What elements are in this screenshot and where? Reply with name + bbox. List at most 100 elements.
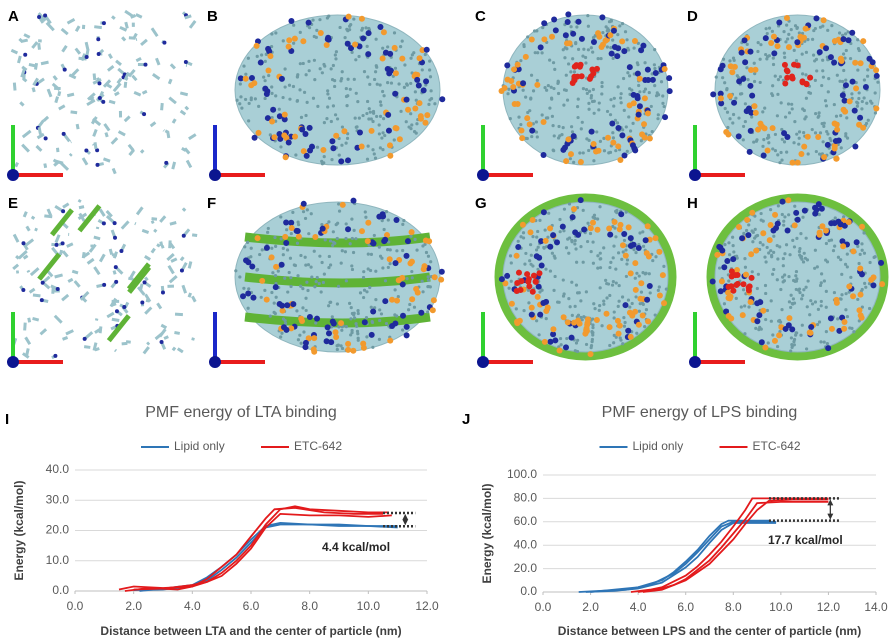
head-group (645, 77, 652, 84)
lipid-bead (824, 289, 828, 293)
lipid-bead (662, 264, 666, 268)
head-group (834, 126, 841, 133)
legend-label: Lipid only (633, 439, 684, 453)
lipid-strand (27, 317, 32, 323)
lipid-strand (139, 283, 144, 291)
lipid-bead (381, 131, 385, 135)
lipid-bead (820, 83, 824, 88)
head-group (779, 198, 786, 205)
head-group (714, 251, 721, 258)
head-group (857, 114, 864, 121)
head-group (559, 223, 566, 230)
ligand (748, 274, 755, 281)
lipid-strand (28, 287, 36, 294)
lipid-bead (725, 88, 729, 92)
lipid-bead (611, 256, 615, 260)
head-group (789, 326, 796, 333)
lipid-bead (319, 290, 323, 294)
lipid-strand (40, 60, 49, 66)
lipid-strand (114, 91, 120, 97)
lipid-bead (379, 312, 384, 316)
axis-origin (689, 169, 701, 181)
head-group (816, 229, 823, 236)
lipid-bead (611, 136, 616, 140)
ligand (578, 73, 585, 80)
lipid-strand (54, 234, 61, 244)
head-group (839, 238, 846, 245)
lipid-bead (270, 246, 274, 250)
head-group (617, 156, 624, 163)
lipid-bead (580, 318, 584, 322)
lipid-bead (637, 83, 641, 88)
lipid-bead (365, 44, 369, 48)
head-group (602, 37, 609, 44)
lipid-strand (174, 330, 181, 335)
lipid-bead (260, 53, 264, 57)
lipid-bead (753, 227, 757, 231)
lipid-bead (619, 92, 623, 96)
lipid-bead (333, 113, 338, 117)
lipid-bead (526, 288, 531, 292)
head-group (61, 131, 66, 136)
lipid-bead (374, 269, 378, 273)
lipid-bead (790, 102, 794, 106)
head-group (823, 45, 830, 52)
lipid-bead (767, 141, 771, 145)
legend-label: ETC-642 (294, 439, 342, 453)
lipid-bead (833, 216, 837, 220)
lipid-bead (789, 293, 793, 297)
lipid-bead (614, 149, 618, 153)
lipid-strand (98, 326, 103, 334)
head-group (725, 294, 732, 301)
head-group (731, 99, 738, 106)
lipid-bead (426, 310, 430, 314)
lipid-bead (307, 59, 311, 63)
head-group (285, 43, 292, 50)
head-group (610, 139, 617, 146)
lipid-bead (298, 30, 302, 34)
head-group (540, 209, 547, 216)
panel-label: J (462, 411, 470, 428)
head-group (278, 261, 285, 268)
head-group (439, 96, 446, 103)
lipid-bead (289, 276, 293, 280)
lipid-bead (577, 291, 581, 295)
lipid-bead (771, 272, 775, 276)
head-group (405, 106, 412, 113)
lipid-bead (589, 345, 593, 350)
lipid-bead (244, 72, 248, 76)
lipid-bead (380, 136, 384, 140)
lipid-bead (767, 54, 771, 58)
lipid-bead (337, 153, 341, 157)
lipid-bead (335, 117, 340, 121)
head-group (407, 260, 414, 267)
lipid-bead (595, 130, 599, 134)
lipid-bead (765, 308, 770, 313)
lipid-bead (764, 317, 768, 322)
lipid-strand (43, 163, 48, 169)
head-group (839, 92, 846, 99)
head-group (560, 314, 567, 321)
lipid-bead (361, 275, 366, 280)
lipid-bead (572, 160, 576, 164)
head-group (403, 252, 410, 259)
lipid-bead (377, 245, 381, 249)
lipid-strand (112, 270, 117, 275)
head-group (852, 143, 859, 150)
lipid-bead (618, 24, 622, 28)
lipid-bead (335, 236, 339, 241)
head-group (164, 160, 169, 165)
x-tick-label: 0.0 (535, 600, 552, 614)
lipid-bead (521, 231, 526, 235)
lipid-bead (616, 33, 620, 37)
y-axis-title: Energy (kcal/mol) (12, 480, 26, 580)
lipid-bead (612, 341, 616, 345)
head-group (368, 331, 375, 338)
head-group (290, 301, 297, 308)
y-tick-label: 10.0 (46, 553, 70, 567)
lipid-bead (279, 335, 283, 339)
lipid-strand (94, 25, 102, 30)
lipid-bead (362, 288, 367, 292)
head-group (856, 307, 863, 314)
head-group (841, 97, 848, 104)
